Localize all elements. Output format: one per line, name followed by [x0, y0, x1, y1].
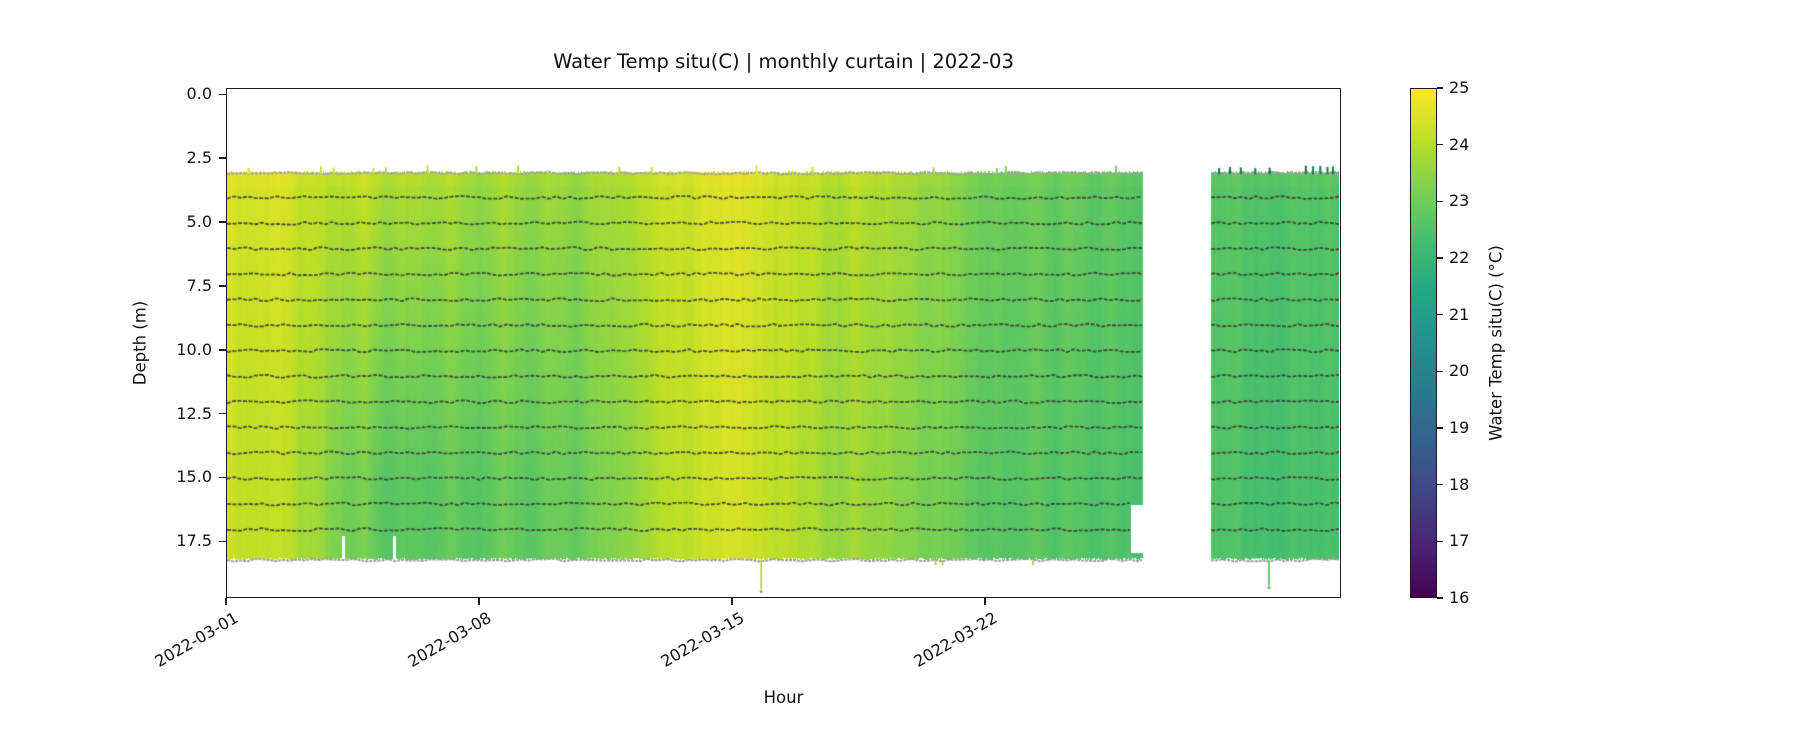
- colorbar: [1410, 88, 1437, 598]
- y-tick-label: 0.0: [186, 84, 212, 104]
- colorbar-label: Water Temp situ(C) (°C): [1486, 245, 1506, 441]
- colorbar-tick-mark: [1437, 143, 1443, 146]
- y-tick-mark: [219, 285, 226, 287]
- y-tick-label: 17.5: [176, 531, 212, 551]
- plot-area: [226, 88, 1341, 598]
- colorbar-tick-label: 19: [1449, 418, 1470, 437]
- colorbar-tick-mark: [1437, 87, 1443, 89]
- curtain-heatmap: [227, 89, 1339, 596]
- y-tick-mark: [219, 540, 226, 543]
- colorbar-tick-mark: [1437, 313, 1443, 316]
- chart-title: Water Temp situ(C) | monthly curtain | 2…: [553, 50, 1014, 73]
- colorbar-tick-mark: [1437, 257, 1443, 259]
- colorbar-tick-label: 25: [1449, 78, 1470, 97]
- colorbar-tick-label: 18: [1449, 474, 1470, 494]
- y-tick-mark: [219, 221, 226, 223]
- colorbar-tick-mark: [1437, 370, 1443, 373]
- y-tick-label: 15.0: [176, 467, 212, 487]
- x-tick-label: 2022-03-22: [910, 608, 1001, 671]
- x-tick-label: 2022-03-01: [151, 608, 242, 671]
- x-axis-label: Hour: [763, 688, 804, 707]
- y-tick-label: 10.0: [176, 339, 212, 359]
- colorbar-tick-label: 21: [1449, 304, 1470, 324]
- colorbar-tick-mark: [1437, 597, 1443, 599]
- x-tick-label: 2022-03-08: [404, 608, 495, 671]
- y-tick-label: 5.0: [186, 212, 212, 232]
- x-tick-mark: [731, 598, 733, 605]
- y-tick-label: 7.5: [186, 275, 212, 295]
- y-tick-mark: [219, 348, 226, 351]
- y-tick-label: 2.5: [186, 148, 212, 168]
- y-tick-mark: [219, 157, 226, 160]
- y-tick-mark: [219, 93, 226, 96]
- colorbar-tick-label: 17: [1449, 531, 1470, 551]
- colorbar-tick-label: 23: [1449, 191, 1470, 211]
- colorbar-tick-mark: [1437, 200, 1443, 203]
- x-tick-label: 2022-03-15: [657, 608, 748, 671]
- colorbar-tick-mark: [1437, 483, 1443, 486]
- y-tick-label: 12.5: [176, 403, 212, 423]
- y-tick-mark: [219, 476, 226, 479]
- colorbar-tick-mark: [1437, 427, 1443, 429]
- colorbar-tick-label: 20: [1449, 361, 1470, 381]
- colorbar-tick-label: 16: [1449, 588, 1470, 607]
- colorbar-tick-mark: [1437, 540, 1443, 543]
- x-tick-mark: [984, 598, 986, 605]
- colorbar-tick-label: 24: [1449, 134, 1470, 154]
- x-tick-mark: [225, 598, 227, 605]
- x-tick-mark: [478, 598, 480, 605]
- colorbar-tick-label: 22: [1449, 248, 1470, 267]
- y-tick-mark: [219, 412, 226, 415]
